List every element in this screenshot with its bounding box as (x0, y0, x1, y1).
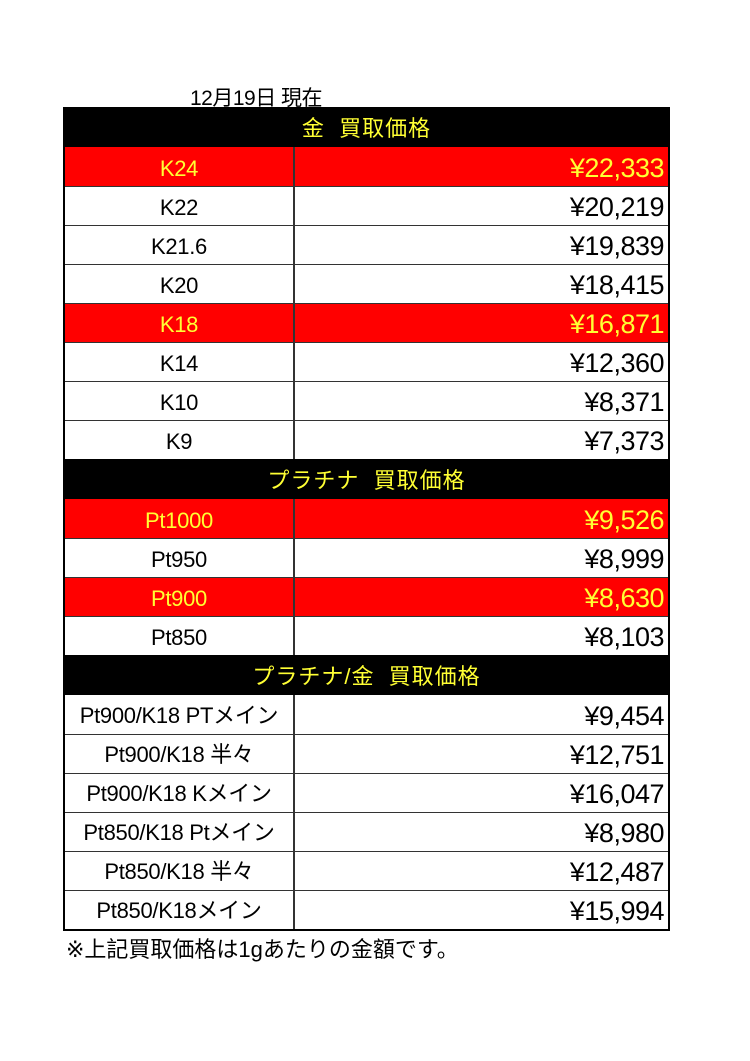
price-value: ¥7,373 (584, 426, 664, 456)
price-value: ¥16,047 (569, 779, 665, 809)
grade-label: Pt850/K18 半々 (65, 852, 295, 890)
grade-label: K21.6 (65, 226, 295, 264)
table-row: Pt900 ¥8,630 (65, 577, 668, 616)
grade-label: Pt950 (65, 539, 295, 577)
grade-label: K22 (65, 187, 295, 225)
price-value: ¥18,415 (569, 270, 665, 300)
table-row: Pt900/K18 Kメイン ¥16,047 (65, 773, 668, 812)
table-row: Pt1000 ¥9,526 (65, 499, 668, 538)
grade-label: Pt900/K18 Kメイン (65, 774, 295, 812)
table-row: K9 ¥7,373 (65, 420, 668, 459)
table-row: K20 ¥18,415 (65, 264, 668, 303)
section-header: 金 買取価格 (65, 107, 668, 147)
grade-label: Pt900/K18 半々 (65, 735, 295, 773)
price-value: ¥9,454 (584, 701, 664, 731)
table-row: K14 ¥12,360 (65, 342, 668, 381)
grade-label: K18 (65, 304, 295, 342)
footnote: ※上記買取価格は1gあたりの金額です。 (66, 937, 459, 962)
grade-label: Pt900/K18 PTメイン (65, 695, 295, 734)
grade-label: K14 (65, 343, 295, 381)
table-row: K21.6 ¥19,839 (65, 225, 668, 264)
price-value: ¥9,526 (584, 505, 664, 535)
price-value: ¥20,219 (569, 192, 665, 222)
table-row: Pt850/K18 半々 ¥12,487 (65, 851, 668, 890)
table-row: Pt850/K18メイン ¥15,994 (65, 890, 668, 929)
price-value: ¥8,999 (584, 544, 664, 574)
grade-label: K9 (65, 421, 295, 459)
table-row: Pt950 ¥8,999 (65, 538, 668, 577)
table-row: Pt850 ¥8,103 (65, 616, 668, 655)
table-row: K24 ¥22,333 (65, 147, 668, 186)
table-row: K18 ¥16,871 (65, 303, 668, 342)
grade-label: K24 (65, 147, 295, 186)
grade-label: Pt900 (65, 578, 295, 616)
price-value: ¥12,751 (569, 740, 665, 770)
grade-label: Pt850/K18メイン (65, 891, 295, 929)
table-row: K10 ¥8,371 (65, 381, 668, 420)
price-table: 金 買取価格 K24 ¥22,333 K22 ¥20,219 K21.6 ¥19,839 K2… (63, 107, 670, 931)
price-value: ¥8,103 (584, 622, 664, 652)
table-row: Pt900/K18 半々 ¥12,751 (65, 734, 668, 773)
section-header: プラチナ/金 買取価格 (65, 655, 668, 695)
grade-label: K20 (65, 265, 295, 303)
price-value: ¥16,871 (569, 309, 665, 339)
price-value: ¥8,371 (584, 387, 664, 417)
price-value: ¥12,487 (569, 857, 665, 887)
price-value: ¥12,360 (569, 348, 665, 378)
table-row: Pt900/K18 PTメイン ¥9,454 (65, 695, 668, 734)
table-row: K22 ¥20,219 (65, 186, 668, 225)
grade-label: K10 (65, 382, 295, 420)
price-value: ¥8,980 (584, 818, 664, 848)
grade-label: Pt850/K18 Ptメイン (65, 813, 295, 851)
price-value: ¥19,839 (569, 231, 665, 261)
price-value: ¥8,630 (584, 583, 664, 613)
price-value: ¥22,333 (569, 153, 665, 183)
grade-label: Pt850 (65, 617, 295, 655)
price-value: ¥15,994 (569, 896, 665, 926)
date-label: 12月19日 現在 (190, 87, 323, 110)
table-row: Pt850/K18 Ptメイン ¥8,980 (65, 812, 668, 851)
section-header: プラチナ 買取価格 (65, 459, 668, 499)
grade-label: Pt1000 (65, 499, 295, 538)
